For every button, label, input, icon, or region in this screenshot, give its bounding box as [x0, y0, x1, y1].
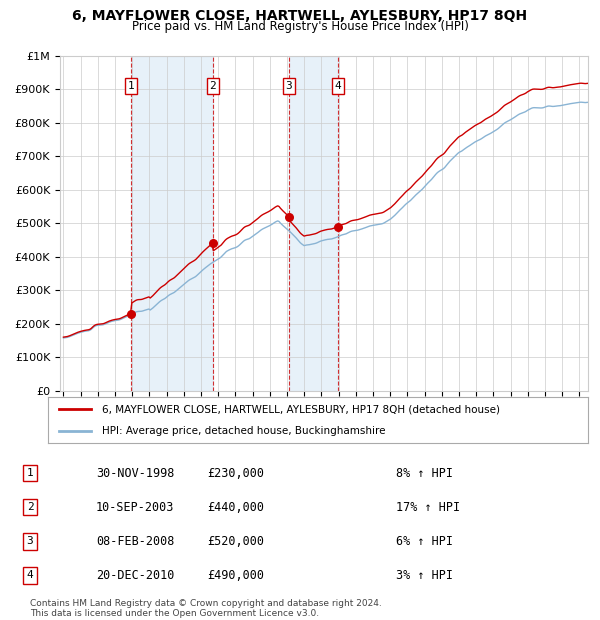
Point [126, 309, 136, 319]
Text: 2: 2 [26, 502, 34, 512]
Text: 3% ↑ HPI: 3% ↑ HPI [396, 569, 453, 582]
Text: £230,000: £230,000 [207, 467, 264, 479]
Text: 6, MAYFLOWER CLOSE, HARTWELL, AYLESBURY, HP17 8QH: 6, MAYFLOWER CLOSE, HARTWELL, AYLESBURY,… [73, 9, 527, 24]
Text: 3: 3 [26, 536, 34, 546]
Point [334, 221, 343, 231]
Text: 2: 2 [209, 81, 216, 91]
Text: 10-SEP-2003: 10-SEP-2003 [96, 501, 175, 513]
Text: 4: 4 [335, 81, 341, 91]
Point [208, 238, 218, 248]
Text: 6, MAYFLOWER CLOSE, HARTWELL, AYLESBURY, HP17 8QH (detached house): 6, MAYFLOWER CLOSE, HARTWELL, AYLESBURY,… [102, 404, 500, 414]
Text: 8% ↑ HPI: 8% ↑ HPI [396, 467, 453, 479]
Text: 30-NOV-1998: 30-NOV-1998 [96, 467, 175, 479]
Bar [289, 56, 338, 391]
Text: £490,000: £490,000 [207, 569, 264, 582]
Text: 3: 3 [286, 81, 292, 91]
Text: £440,000: £440,000 [207, 501, 264, 513]
Text: HPI: Average price, detached house, Buckinghamshire: HPI: Average price, detached house, Buck… [102, 426, 386, 436]
Text: Price paid vs. HM Land Registry's House Price Index (HPI): Price paid vs. HM Land Registry's House … [131, 20, 469, 33]
Text: 1: 1 [26, 468, 34, 478]
Text: 08-FEB-2008: 08-FEB-2008 [96, 535, 175, 547]
Text: 20-DEC-2010: 20-DEC-2010 [96, 569, 175, 582]
Text: 17% ↑ HPI: 17% ↑ HPI [396, 501, 460, 513]
Bar [131, 56, 213, 391]
Text: £520,000: £520,000 [207, 535, 264, 547]
Text: Contains HM Land Registry data © Crown copyright and database right 2024.
This d: Contains HM Land Registry data © Crown c… [30, 599, 382, 618]
Text: 4: 4 [26, 570, 34, 580]
Point [284, 211, 294, 221]
Text: 1: 1 [127, 81, 134, 91]
Text: 6% ↑ HPI: 6% ↑ HPI [396, 535, 453, 547]
